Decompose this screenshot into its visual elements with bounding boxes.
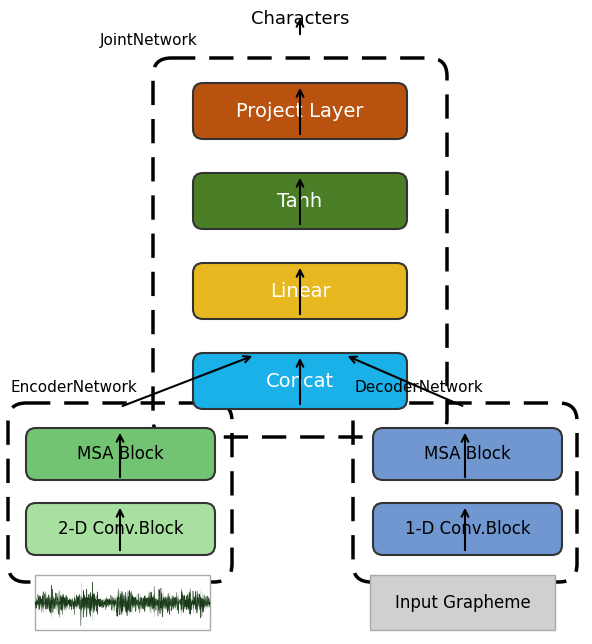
FancyBboxPatch shape (26, 428, 215, 480)
Text: DecoderNetwork: DecoderNetwork (355, 380, 484, 395)
Text: EncoderNetwork: EncoderNetwork (10, 380, 137, 395)
Text: Input Grapheme: Input Grapheme (395, 594, 530, 612)
Text: JointNetwork: JointNetwork (100, 33, 198, 48)
FancyBboxPatch shape (373, 428, 562, 480)
Text: Linear: Linear (270, 281, 330, 301)
Text: MSA Block: MSA Block (77, 445, 164, 463)
FancyBboxPatch shape (193, 263, 407, 319)
FancyBboxPatch shape (193, 353, 407, 409)
FancyBboxPatch shape (373, 503, 562, 555)
Text: MSA Block: MSA Block (424, 445, 511, 463)
Text: 1-D Conv.Block: 1-D Conv.Block (405, 520, 530, 538)
Text: Concat: Concat (266, 372, 334, 390)
Text: 2-D Conv.Block: 2-D Conv.Block (57, 520, 184, 538)
FancyBboxPatch shape (370, 575, 555, 630)
Text: Tanh: Tanh (278, 191, 323, 211)
FancyBboxPatch shape (193, 173, 407, 229)
FancyBboxPatch shape (193, 83, 407, 139)
FancyBboxPatch shape (26, 503, 215, 555)
Text: Project Layer: Project Layer (236, 102, 363, 120)
FancyBboxPatch shape (35, 575, 210, 630)
Text: Characters: Characters (251, 10, 349, 28)
